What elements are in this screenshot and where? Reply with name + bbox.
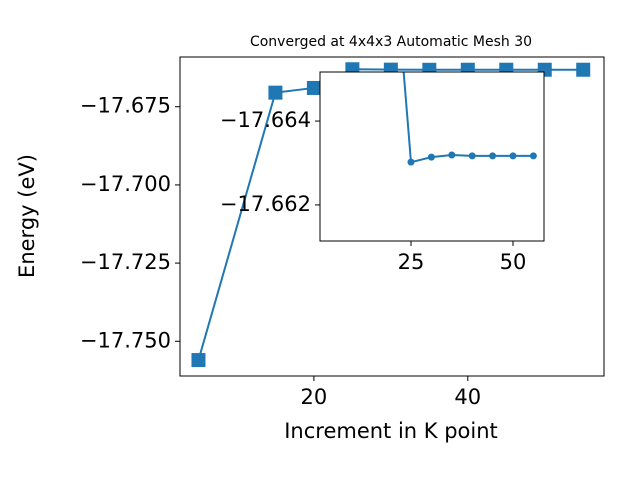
chart-title: Converged at 4x4x3 Automatic Mesh 30 xyxy=(250,34,532,50)
marker xyxy=(407,158,415,166)
y-tick-label: −17.662 xyxy=(220,192,311,216)
marker xyxy=(191,353,206,368)
y-tick-label: −17.664 xyxy=(220,108,311,132)
y-axis-label: Energy (eV) xyxy=(15,154,39,278)
marker xyxy=(306,80,321,95)
x-axis-label: Increment in K point xyxy=(284,419,498,443)
marker xyxy=(268,85,283,100)
y-tick-label: −17.700 xyxy=(80,172,171,196)
axes-frame xyxy=(319,71,545,242)
marker xyxy=(576,62,591,77)
y-tick-label: −17.675 xyxy=(80,94,171,118)
series-line xyxy=(402,72,534,164)
x-tick-label: 40 xyxy=(454,385,481,409)
marker xyxy=(427,153,435,161)
x-tick-label: 50 xyxy=(500,250,527,274)
x-tick-label: 20 xyxy=(301,385,328,409)
axes-frame xyxy=(179,56,605,377)
x-tick-label: 25 xyxy=(398,250,425,274)
marker xyxy=(529,152,537,160)
marker xyxy=(489,152,497,160)
plot-layer xyxy=(402,72,537,166)
y-tick-label: −17.750 xyxy=(80,328,171,352)
series-line xyxy=(197,68,584,361)
y-tick-label: −17.725 xyxy=(80,250,171,274)
marker xyxy=(509,152,517,160)
marker xyxy=(448,151,456,159)
marker xyxy=(468,152,476,160)
